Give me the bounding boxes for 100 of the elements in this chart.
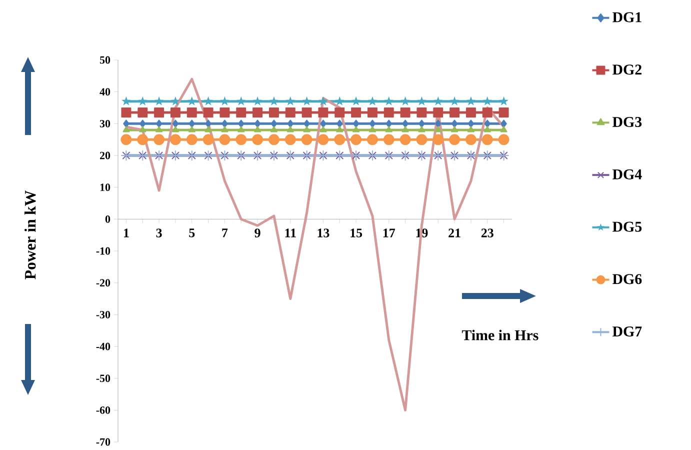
x-tick-label: 7: [222, 228, 228, 238]
point: [138, 96, 148, 106]
point: [186, 108, 197, 118]
y-tick-label: -60: [96, 406, 110, 414]
point: [220, 108, 230, 118]
point: [252, 96, 262, 106]
point: [350, 134, 362, 146]
point: [188, 126, 196, 132]
x-axis-title: Time in Hrs: [462, 330, 538, 340]
point: [221, 126, 228, 132]
point: [320, 120, 326, 128]
point: [334, 96, 344, 106]
point: [187, 96, 197, 106]
x-tick-label: 19: [416, 228, 428, 238]
point: [418, 120, 425, 128]
point: [303, 126, 310, 132]
point: [318, 96, 328, 106]
point: [286, 126, 294, 132]
point: [154, 134, 165, 146]
point: [368, 96, 378, 106]
point: [269, 96, 279, 106]
y-axis-title: Power in kW: [24, 190, 36, 280]
y-tick-label: 30: [100, 120, 110, 128]
point: [120, 134, 132, 146]
point: [154, 108, 164, 118]
point: [433, 96, 443, 106]
point: [238, 120, 244, 128]
point: [366, 134, 378, 146]
point: [336, 126, 344, 132]
point: [352, 126, 360, 132]
point: [238, 126, 245, 132]
point: [270, 126, 278, 132]
point: [123, 120, 130, 128]
point: [121, 108, 132, 118]
point: [172, 120, 179, 128]
point: [156, 120, 162, 128]
point: [484, 126, 491, 132]
point: [386, 120, 392, 128]
point: [137, 134, 148, 146]
point: [222, 120, 228, 128]
point: [468, 120, 474, 128]
point: [434, 126, 442, 132]
x-tick-label: 17: [383, 228, 396, 238]
point: [301, 134, 312, 146]
point: [139, 126, 146, 132]
point: [254, 120, 261, 128]
y-tick-label: 10: [100, 184, 110, 192]
point: [499, 96, 509, 106]
point: [286, 96, 296, 106]
point: [416, 134, 428, 146]
point: [318, 134, 329, 146]
y-tick-label: -40: [96, 342, 110, 350]
point: [433, 108, 444, 118]
point: [268, 134, 280, 146]
point: [467, 126, 474, 132]
y-tick-label: -20: [96, 279, 110, 287]
point: [465, 134, 476, 146]
point: [482, 96, 492, 106]
point: [383, 134, 394, 146]
legend-label: DG3: [612, 116, 642, 128]
point: [334, 108, 345, 118]
point: [320, 126, 327, 132]
point: [170, 96, 180, 106]
point: [482, 108, 492, 118]
legend-label: DG6: [612, 274, 642, 284]
x-tick-label: 9: [254, 228, 260, 238]
point: [416, 108, 427, 118]
point: [498, 108, 509, 118]
x-tick-label: 13: [318, 228, 330, 238]
point: [466, 96, 476, 106]
point: [204, 126, 212, 132]
point: [219, 134, 230, 146]
point: [451, 120, 458, 128]
point: [304, 120, 310, 128]
point: [384, 96, 394, 106]
point: [302, 96, 312, 106]
point: [270, 120, 278, 128]
legend-label: DG7: [612, 326, 642, 336]
point: [384, 108, 394, 118]
point: [435, 120, 442, 128]
point: [318, 108, 328, 118]
point: [172, 126, 179, 132]
point: [122, 126, 130, 132]
point: [236, 108, 246, 118]
point: [500, 126, 508, 132]
y-tick-label: 0: [105, 215, 110, 223]
point: [482, 134, 493, 146]
point: [254, 126, 262, 132]
y-tick-label: -30: [96, 310, 110, 318]
point: [369, 120, 376, 128]
point: [205, 120, 212, 128]
point: [498, 134, 510, 146]
y-tick-label: -50: [96, 374, 110, 382]
point: [138, 108, 148, 118]
point: [368, 126, 376, 132]
point: [284, 134, 296, 146]
point: [451, 126, 458, 132]
point: [154, 96, 164, 106]
point: [121, 96, 131, 106]
x-tick-label: 5: [189, 228, 195, 238]
